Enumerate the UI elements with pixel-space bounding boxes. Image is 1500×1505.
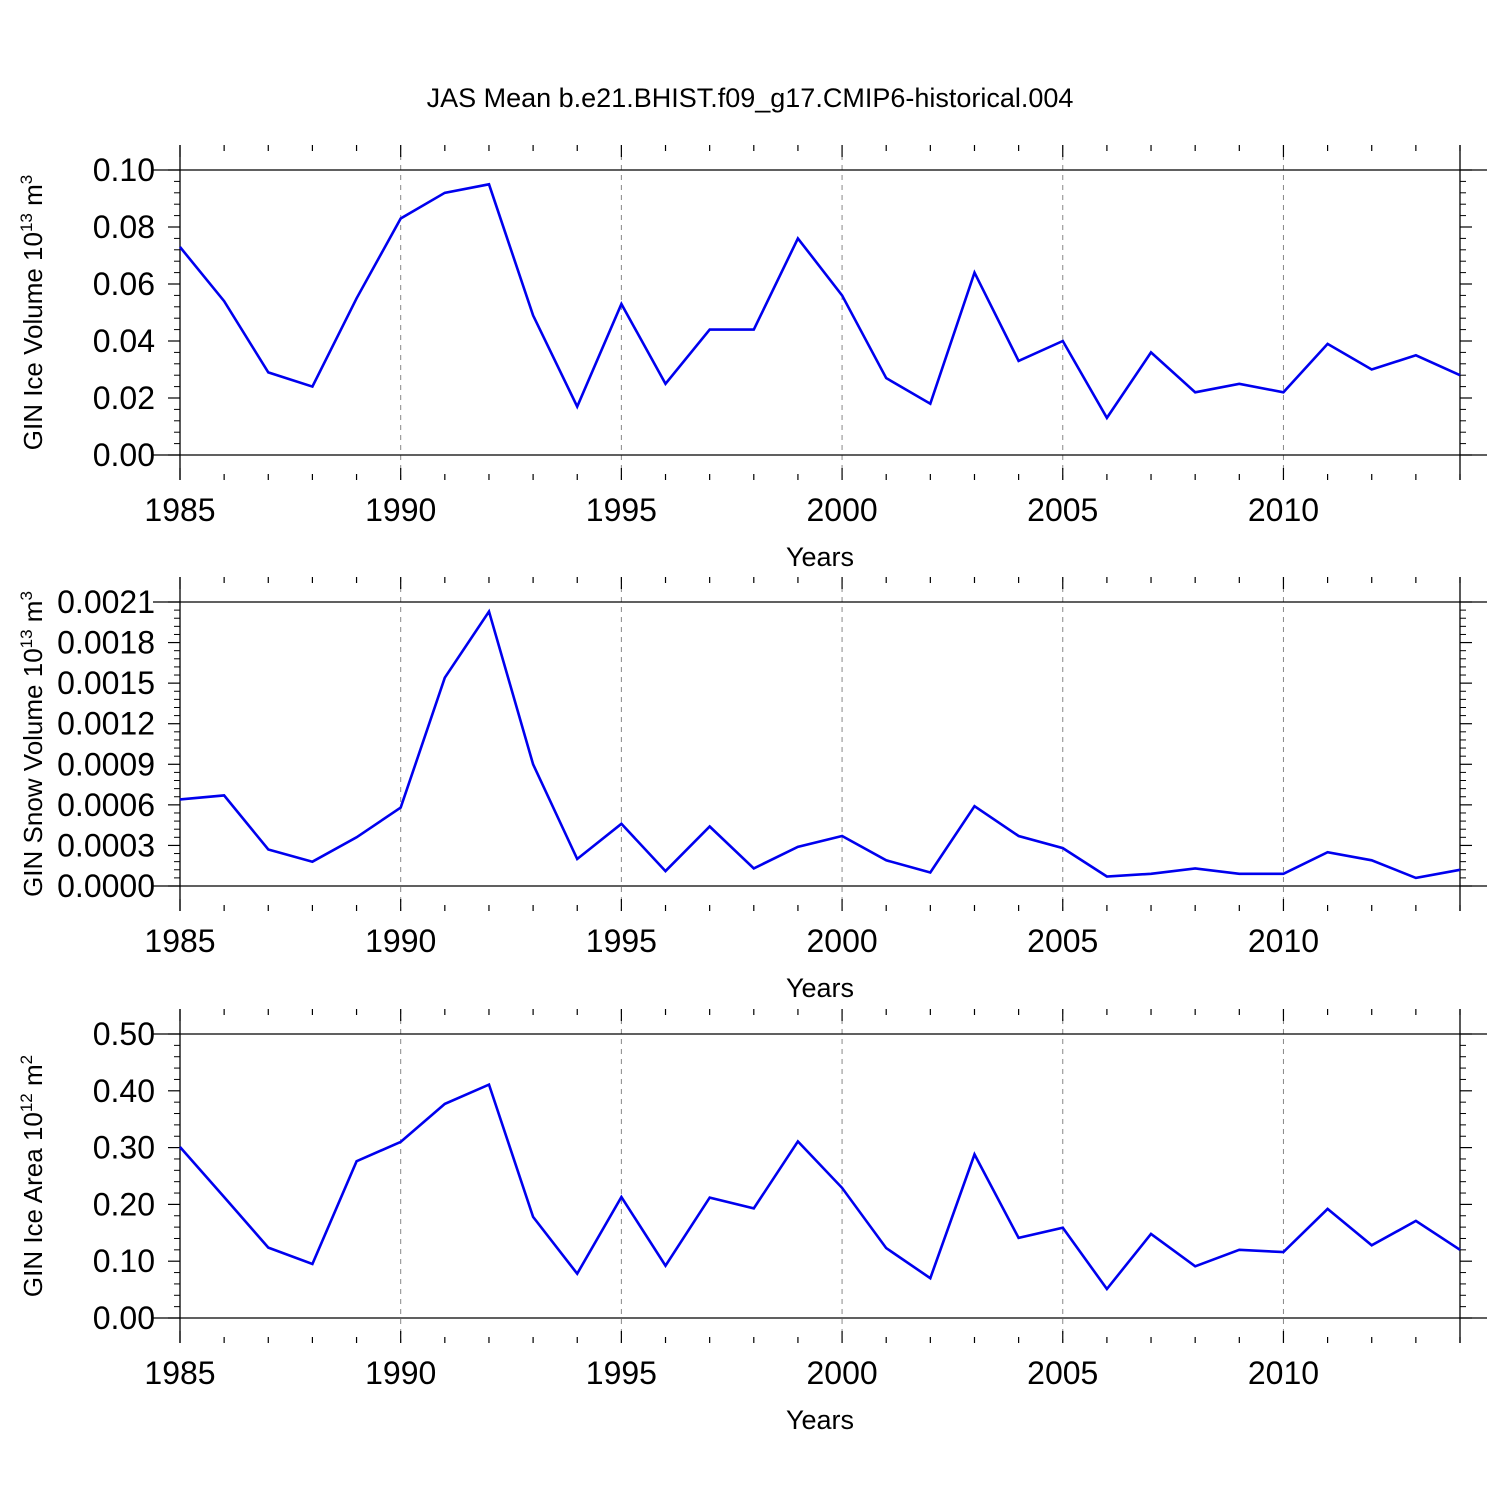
y-tick-label: 0.02 — [93, 380, 155, 416]
x-tick-label-2005: 2005 — [1027, 1355, 1098, 1391]
x-axis-title: Years — [786, 542, 854, 572]
series-line-snow-volume — [179, 608, 1461, 880]
x-tick-label-1990: 1990 — [365, 1355, 436, 1391]
x-tick-label-1995: 1995 — [586, 492, 657, 528]
x-tick-label-1995: 1995 — [586, 1355, 657, 1391]
x-tick-label-2005: 2005 — [1027, 492, 1098, 528]
y-axis-title: GIN Ice Area 1012 m2 — [17, 1055, 48, 1297]
y-tick-label: 0.20 — [93, 1186, 155, 1222]
panel-ice-area: 0.00 0.10 0.20 0.30 0.40 0.50 1985 1990 1995 2000… — [17, 1009, 1487, 1435]
y-tick-label: 0.0009 — [57, 746, 155, 782]
y-tick-label: 0.04 — [93, 323, 155, 359]
y-tick-label: 0.40 — [93, 1073, 155, 1109]
y-tick-label: 0.30 — [93, 1130, 155, 1166]
x-axis-title: Years — [786, 1405, 854, 1435]
x-tick-label-2000: 2000 — [806, 492, 877, 528]
x-tick-label-2000: 2000 — [806, 923, 877, 959]
panel-ice-volume: 0.00 0.02 0.04 0.06 0.08 0.10 1985 1990 1995 2000… — [17, 145, 1487, 572]
y-tick-label: 0.08 — [93, 209, 155, 245]
panel-snow-volume: 0.0000 0.0003 0.0006 0.0009 0.0012 0.0015 0.00… — [17, 577, 1487, 1003]
y-tick-label: 0.0003 — [57, 827, 155, 863]
y-tick-label: 0.0000 — [57, 868, 155, 904]
x-tick-label-2010: 2010 — [1248, 1355, 1319, 1391]
y-tick-label: 0.0021 — [57, 584, 155, 620]
series-line-ice-volume — [178, 182, 1461, 421]
y-tick-label: 0.0018 — [57, 625, 155, 661]
y-tick-label: 0.0015 — [57, 665, 155, 701]
x-tick-label-1990: 1990 — [365, 492, 436, 528]
x-tick-label-2005: 2005 — [1027, 923, 1098, 959]
y-tick-label: 0.0012 — [57, 706, 155, 742]
chart-title: JAS Mean b.e21.BHIST.f09_g17.CMIP6-histo… — [427, 83, 1074, 113]
x-tick-label-1985: 1985 — [144, 923, 215, 959]
x-tick-label-2010: 2010 — [1248, 923, 1319, 959]
y-axis-title: GIN Snow Volume 1013 m3 — [17, 591, 48, 897]
x-tick-label-1990: 1990 — [365, 923, 436, 959]
y-tick-label: 0.10 — [93, 1243, 155, 1279]
x-tick-label-2000: 2000 — [806, 1355, 877, 1391]
y-tick-label: 0.00 — [93, 1300, 155, 1336]
y-tick-label: 0.0006 — [57, 787, 155, 823]
x-tick-label-2010: 2010 — [1248, 492, 1319, 528]
x-tick-label-1985: 1985 — [144, 492, 215, 528]
y-tick-label: 0.50 — [93, 1016, 155, 1052]
y-tick-label: 0.06 — [93, 266, 155, 302]
x-tick-label-1985: 1985 — [144, 1355, 215, 1391]
y-axis-title: GIN Ice Volume 1013 m3 — [17, 175, 48, 451]
x-tick-label-1995: 1995 — [586, 923, 657, 959]
x-axis-title: Years — [786, 973, 854, 1003]
y-tick-label: 0.10 — [93, 152, 155, 188]
y-tick-label: 0.00 — [93, 437, 155, 473]
series-line-ice-area — [179, 1082, 1461, 1292]
